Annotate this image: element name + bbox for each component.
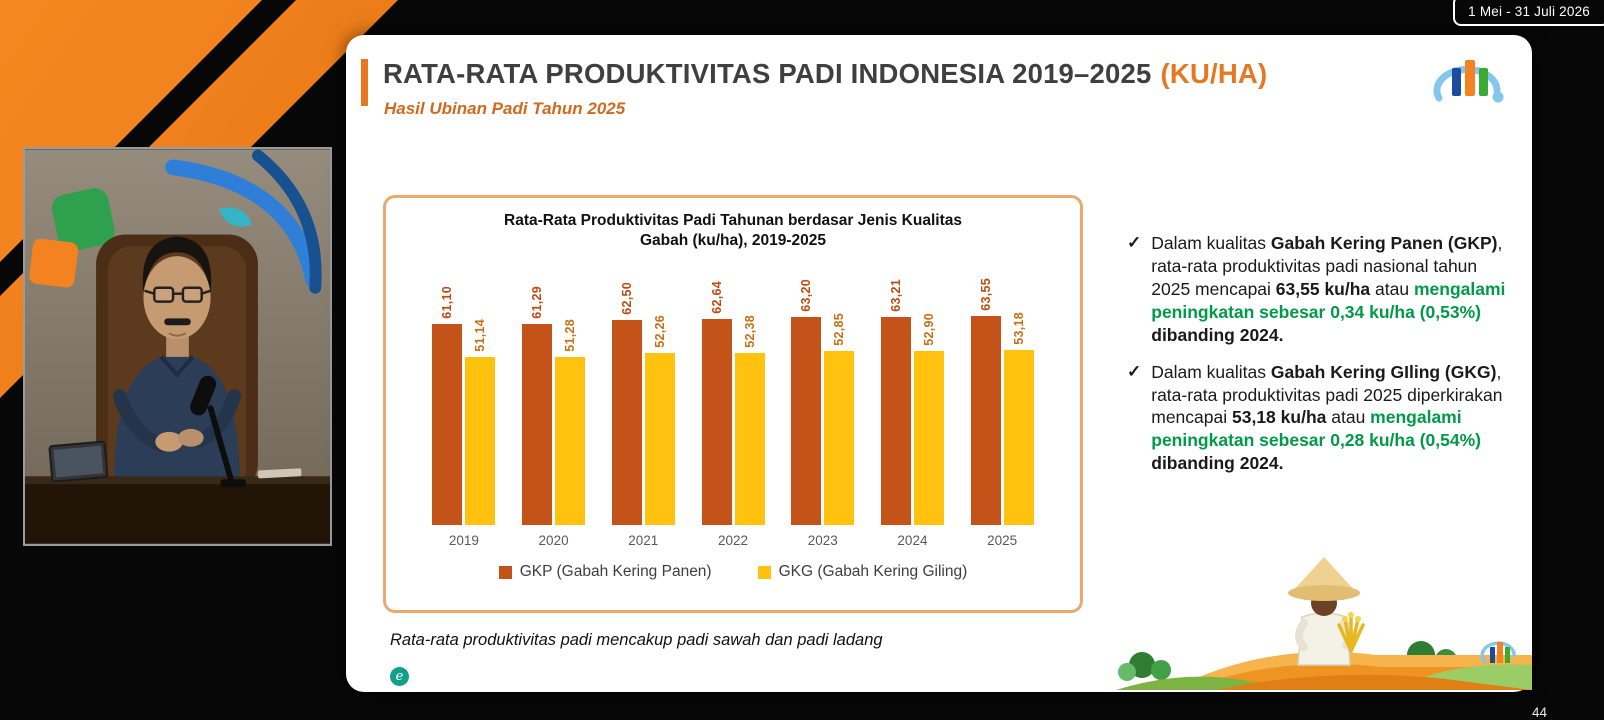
bar-value-label: 52,90 [921,313,936,346]
speaker-video-panel [23,147,332,546]
legend-swatch [757,565,771,579]
bar [465,357,496,525]
bar-wrap: 52,90 [913,295,944,525]
bar [522,324,553,525]
farmer-illustration [1116,549,1532,690]
legend-label: GKG (Gabah Kering Giling) [778,563,968,580]
bar-group-2020: 61,29 51,28 [509,286,599,525]
chart-xaxis: 2019 2020 2021 2022 2023 2024 2025 [419,533,1047,548]
bar-value-label: 62,50 [619,282,634,315]
bar-wrap: 62,64 [701,281,732,525]
chart-footnote: Rata-rata produktivitas padi mencakup pa… [390,631,883,649]
slide-title: RATA-RATA PRODUKTIVITAS PADI INDONESIA 2… [383,58,1267,90]
bar-value-label: 52,38 [742,315,757,348]
date-range-badge: 1 Mei - 31 Juli 2026 [1453,0,1604,26]
legend-item: GKP (Gabah Kering Panen) [498,563,712,581]
bar-group-2025: 63,55 53,18 [957,278,1047,525]
bar-value-label: 63,20 [799,279,814,312]
x-axis-label: 2023 [807,533,838,548]
bar [1003,350,1034,525]
slide-title-text: RATA-RATA PRODUKTIVITAS PADI INDONESIA 2… [383,58,1152,89]
legend-label: GKP (Gabah Kering Panen) [519,563,712,580]
chart-legend: GKP (Gabah Kering Panen) GKG (Gabah Kerin… [386,563,1080,581]
bar-wrap: 62,50 [611,282,642,525]
bar-value-label: 53,18 [1011,312,1026,345]
x-axis-label: 2025 [987,533,1018,548]
bullet-list: ✓ Dalam kualitas Gabah Kering Panen (GKP)… [1127,232,1519,489]
bar [644,353,675,525]
bar-value-label: 61,10 [440,286,455,319]
check-icon: ✓ [1127,233,1142,252]
title-accent-bar [361,59,368,106]
bar [824,351,855,525]
bar-group-2021: 62,50 52,26 [598,282,688,525]
bar [970,316,1001,525]
insight-text: Dalam kualitas Gabah Kering Panen (GKP),… [1151,233,1506,345]
bar-wrap: 52,38 [734,295,765,525]
check-icon: ✓ [1127,361,1142,381]
bar-wrap: 51,14 [465,295,496,525]
slide-subtitle: Hasil Ubinan Padi Tahun 2025 [384,99,626,118]
bar-group-2024: 63,21 52,90 [868,279,958,525]
slide-title-unit: (KU/HA) [1160,58,1268,89]
chart-bars: 61,10 51,14 61,29 51,28 62,50 52,26 62,64 52,38… [419,278,1047,525]
bar [734,353,765,525]
bar-wrap: 51,28 [555,295,586,525]
bar [701,319,732,525]
bar-group-2022: 62,64 52,38 [688,281,778,525]
insight-bullet: ✓ Dalam kualitas Gabah Kering GIling (GKG… [1127,361,1519,476]
legend-swatch [498,565,512,579]
bar-wrap: 63,55 [970,278,1001,525]
bar [791,317,822,525]
bar [611,320,642,525]
x-axis-label: 2024 [897,533,928,548]
bar-value-label: 51,28 [563,319,578,352]
x-axis-label: 2020 [538,533,569,548]
bar-value-label: 51,14 [473,319,488,352]
bar-chart: Rata-Rata Produktivitas Padi Tahunan ber… [383,195,1083,613]
bar-value-label: 63,55 [978,278,993,311]
bps-logo-icon [1433,60,1504,103]
presentation-slide: RATA-RATA PRODUKTIVITAS PADI INDONESIA 2… [346,35,1532,692]
watermark-logo-icon: e [390,667,409,686]
bar-wrap: 63,21 [880,279,911,525]
bar-value-label: 61,29 [530,286,545,319]
legend-item: GKG (Gabah Kering Giling) [757,563,968,581]
bar-wrap: 52,26 [644,295,675,525]
x-axis-label: 2019 [448,533,479,548]
bar-value-label: 52,85 [832,313,847,346]
bar-group-2023: 63,20 52,85 [778,279,868,525]
bar-group-2019: 61,10 51,14 [419,286,509,525]
bar-wrap: 61,10 [432,286,463,525]
bar-wrap: 52,85 [824,295,855,525]
bar-wrap: 61,29 [522,286,553,525]
bar-wrap: 53,18 [1003,295,1034,525]
insight-text: Dalam kualitas Gabah Kering GIling (GKG)… [1151,361,1503,474]
bar [880,317,911,525]
bar-value-label: 52,26 [652,315,667,348]
x-axis-label: 2021 [628,533,659,548]
bar [432,324,463,525]
page-number: 44 [1531,705,1547,720]
bar [555,357,586,525]
speaker-video [25,149,330,544]
bar-value-label: 62,64 [709,281,724,314]
bar-wrap: 63,20 [791,279,822,525]
bps-mini-logo-icon [1480,641,1516,665]
chart-title: Rata-Rata Produktivitas Padi Tahunan ber… [504,212,962,249]
bar-value-label: 63,21 [888,279,903,312]
bar [913,351,944,525]
x-axis-label: 2022 [717,533,749,548]
insight-bullet: ✓ Dalam kualitas Gabah Kering Panen (GKP)… [1127,232,1519,347]
